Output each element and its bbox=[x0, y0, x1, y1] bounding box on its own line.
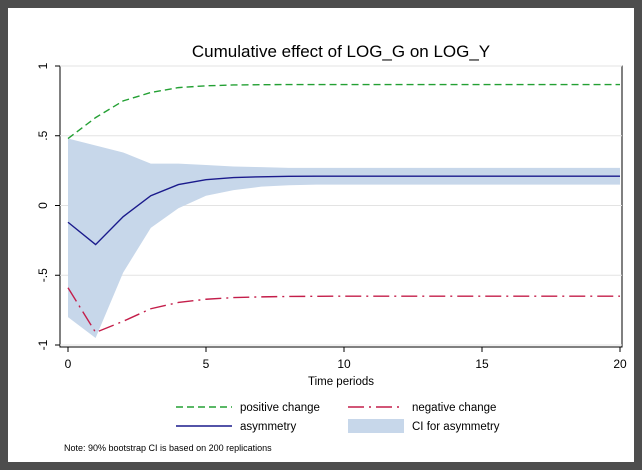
legend-label-positive-change: positive change bbox=[240, 402, 320, 414]
y-tick-label-2: 0 bbox=[36, 202, 50, 209]
x-tick-label-2: 10 bbox=[337, 357, 351, 371]
legend: positive change negative change asymmetry C… bbox=[176, 402, 500, 433]
y-tick-label-1: .5 bbox=[36, 130, 50, 140]
x-axis-label: Time periods bbox=[308, 376, 374, 388]
series-line-negative-change bbox=[67, 287, 620, 334]
legend-label-ci: CI for asymmetry bbox=[412, 421, 500, 433]
legend-swatch-ci bbox=[348, 419, 404, 433]
x-tick-label-3: 15 bbox=[475, 357, 489, 371]
y-tick-label-4: -1 bbox=[36, 339, 50, 350]
x-tick-label-1: 5 bbox=[203, 357, 210, 371]
axis-layer: 0 5 10 15 20 1 .5 0 -.5 -1 bbox=[36, 62, 627, 371]
x-tick-label-4: 20 bbox=[613, 357, 627, 371]
x-tick-label-0: 0 bbox=[65, 357, 72, 371]
y-tick-label-0: 1 bbox=[36, 62, 50, 69]
ci-band-asymmetry bbox=[68, 138, 620, 339]
y-tick-label-3: -.5 bbox=[36, 268, 50, 282]
chart-note: Note: 90% bootstrap CI is based on 200 r… bbox=[64, 443, 272, 453]
legend-label-negative-change: negative change bbox=[412, 402, 496, 414]
series-layer bbox=[67, 83, 620, 334]
chart-title: Cumulative effect of LOG_G on LOG_Y bbox=[192, 42, 490, 61]
series-line-positive-change bbox=[67, 83, 620, 140]
legend-label-asymmetry: asymmetry bbox=[240, 421, 296, 433]
ci-layer bbox=[68, 138, 620, 339]
series-line-asymmetry bbox=[67, 175, 620, 246]
